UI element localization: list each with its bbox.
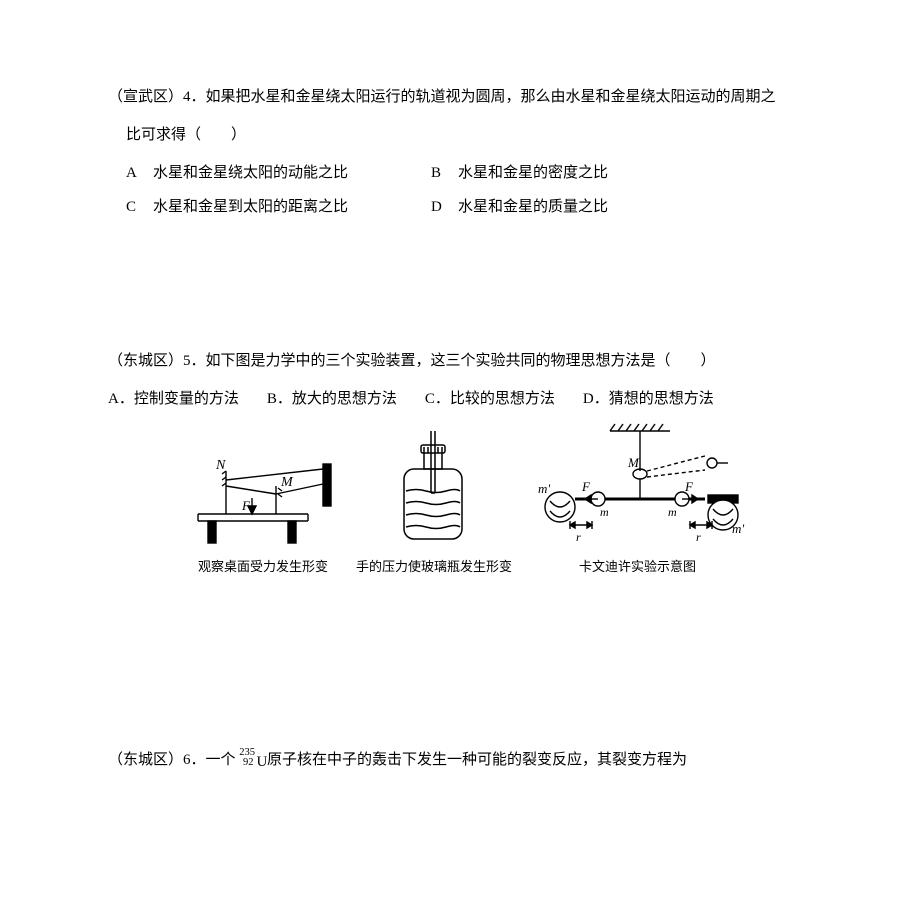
question-4: （宣武区）4．如果把水星和金星绕太阳运行的轨道视为圆周，那么由水星和金星绕太阳运… — [108, 85, 825, 219]
stem-text: 如果把水星和金星绕太阳运行的轨道视为圆周，那么由水星和金星绕太阳运动的周期之 — [206, 89, 776, 105]
option-text: 水星和金星到太阳的距离之比 — [153, 195, 348, 219]
question-4-stem: （宣武区）4．如果把水星和金星绕太阳运行的轨道视为圆周，那么由水星和金星绕太阳运… — [108, 85, 825, 109]
question-number: 6． — [183, 752, 206, 768]
figure-3: M F F m m m' m' r r 卡文迪许实验示意图 — [530, 421, 745, 578]
option-B: B．放大的思想方法 — [267, 387, 397, 411]
figure-3-svg: M F F m m m' m' r r — [530, 421, 745, 551]
option-D: D 水星和金星的质量之比 — [431, 195, 608, 219]
label-F2: F — [684, 479, 694, 494]
district-tag: （宣武区） — [108, 89, 183, 105]
question-number: 5． — [183, 353, 206, 369]
label-M: M — [627, 455, 640, 470]
option-text: 水星和金星绕太阳的动能之比 — [153, 161, 348, 185]
question-5-options: A．控制变量的方法 B．放大的思想方法 C．比较的思想方法 D．猜想的思想方法 — [108, 387, 825, 411]
option-C: C 水星和金星到太阳的距离之比 — [126, 195, 431, 219]
question-number: 4． — [183, 89, 206, 105]
label-F: F — [581, 479, 591, 494]
label-F: F — [241, 498, 251, 513]
option-B: B 水星和金星的密度之比 — [431, 161, 608, 185]
label-r: r — [576, 530, 581, 544]
option-C: C．比较的思想方法 — [425, 387, 555, 411]
figure-3-caption: 卡文迪许实验示意图 — [530, 557, 745, 578]
figure-1-caption: 观察桌面受力发生形变 — [188, 557, 338, 578]
label-r2: r — [696, 530, 701, 544]
atomic-number: 92 — [243, 755, 254, 772]
question-5: （东城区）5．如下图是力学中的三个实验装置，这三个实验共同的物理思想方法是（ ）… — [108, 349, 825, 578]
option-A: A 水星和金星绕太阳的动能之比 — [126, 161, 431, 185]
question-5-stem: （东城区）5．如下图是力学中的三个实验装置，这三个实验共同的物理思想方法是（ ） — [108, 349, 825, 373]
stem-text: 如下图是力学中的三个实验装置，这三个实验共同的物理思想方法是（ ） — [206, 353, 716, 369]
label-m: m — [600, 505, 609, 519]
element-symbol: U — [257, 750, 268, 774]
option-letter: D — [431, 195, 449, 219]
district-tag: （东城区） — [108, 752, 183, 768]
option-letter: B — [431, 161, 449, 185]
label-M: M — [280, 475, 294, 490]
label-N: N — [215, 458, 226, 473]
option-letter: A — [126, 161, 144, 185]
option-D: D．猜想的思想方法 — [583, 387, 714, 411]
figure-2-svg — [386, 421, 481, 551]
question-6-stem: （东城区）6．一个 23592U 原子核在中子的轰击下发生一种可能的裂变反应，其… — [108, 748, 825, 772]
question-4-stem-line2: 比可求得（ ） — [108, 123, 825, 147]
question-4-options: A 水星和金星绕太阳的动能之比 B 水星和金星的密度之比 C 水星和金星到太阳的距离之… — [108, 161, 825, 219]
option-letter: C — [126, 195, 144, 219]
option-text: 控制变量的方法 — [134, 391, 239, 407]
figure-2: 手的压力使玻璃瓶发生形变 — [356, 421, 512, 578]
figure-2-caption: 手的压力使玻璃瓶发生形变 — [356, 557, 512, 578]
option-text: 猜想的思想方法 — [609, 391, 714, 407]
question-6: （东城区）6．一个 23592U 原子核在中子的轰击下发生一种可能的裂变反应，其… — [108, 748, 825, 772]
stem-after: 原子核在中子的轰击下发生一种可能的裂变反应，其裂变方程为 — [263, 752, 687, 768]
label-mp: m' — [538, 481, 550, 496]
district-tag: （东城区） — [108, 353, 183, 369]
option-text: 放大的思想方法 — [292, 391, 397, 407]
option-A: A．控制变量的方法 — [108, 387, 239, 411]
option-text: 水星和金星的质量之比 — [458, 195, 608, 219]
stem-before: 一个 — [206, 752, 240, 768]
figure-1: N M F 观察桌面受力发生形变 — [188, 436, 338, 578]
label-m2: m — [668, 505, 677, 519]
figure-row: N M F 观察桌面受力发生形变 — [108, 421, 825, 578]
figure-1-svg: N M F — [188, 436, 338, 551]
isotope-U235: 23592U — [239, 751, 263, 766]
label-mp2: m' — [732, 521, 744, 536]
option-text: 水星和金星的密度之比 — [458, 161, 608, 185]
option-text: 比较的思想方法 — [450, 391, 555, 407]
